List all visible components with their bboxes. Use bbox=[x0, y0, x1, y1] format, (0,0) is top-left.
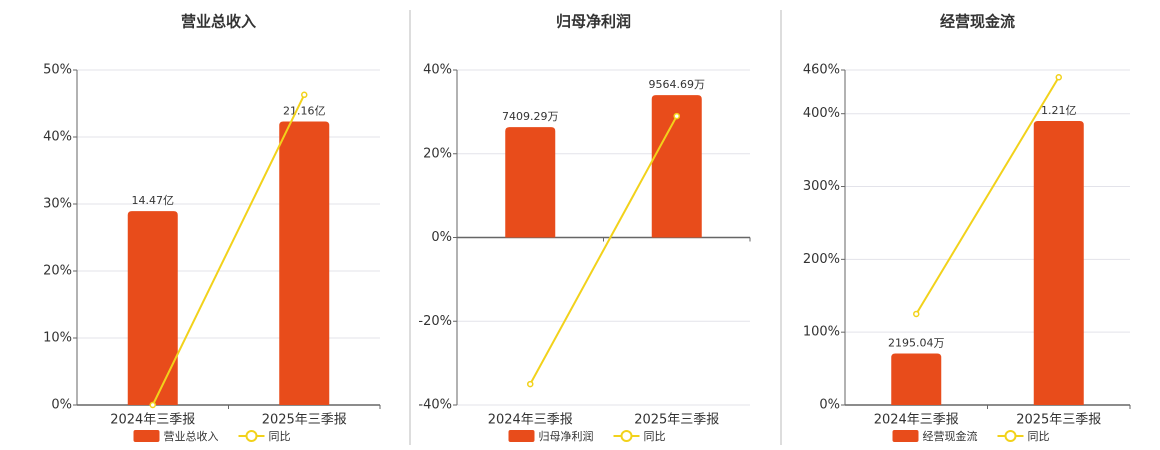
x-tick-label: 2025年三季报 bbox=[262, 413, 347, 428]
value-label: 21.16亿 bbox=[283, 104, 326, 117]
y-tick-label: 20% bbox=[43, 264, 72, 279]
y-tick-label: -40% bbox=[418, 398, 452, 413]
value-label: 9564.69万 bbox=[649, 78, 706, 91]
line bbox=[915, 76, 1060, 315]
y-tick-label: 0% bbox=[431, 230, 452, 245]
legend-swatch bbox=[508, 430, 535, 442]
legend-label: 归母净利润 bbox=[539, 429, 594, 443]
x-tick-label: 2025年三季报 bbox=[1016, 413, 1101, 428]
line bbox=[529, 115, 678, 385]
x-tick-label: 2024年三季报 bbox=[488, 413, 573, 428]
y-tick-label: 10% bbox=[43, 331, 72, 346]
legend-label: 营业总收入 bbox=[164, 429, 219, 443]
bar bbox=[505, 127, 556, 238]
y-tick-label: -20% bbox=[418, 314, 452, 329]
y-tick-label: 20% bbox=[423, 146, 452, 161]
legend-label: 同比 bbox=[269, 430, 291, 443]
bar bbox=[127, 211, 178, 405]
point bbox=[1055, 74, 1062, 81]
legend-label: 同比 bbox=[1028, 430, 1050, 443]
bar bbox=[651, 95, 702, 238]
value-label: 14.47亿 bbox=[132, 194, 175, 207]
y-tick-label: 50% bbox=[43, 63, 72, 78]
point bbox=[527, 380, 534, 388]
y-tick-label: 40% bbox=[43, 130, 72, 145]
legend-marker bbox=[620, 430, 633, 442]
legend-label: 经营现金流 bbox=[923, 429, 978, 443]
y-tick-label: 100% bbox=[803, 325, 840, 340]
chart-title: 营业总收入 bbox=[181, 13, 256, 31]
value-label: 7409.29万 bbox=[502, 110, 559, 123]
y-tick-label: 0% bbox=[819, 398, 840, 413]
x-tick-label: 2024年三季报 bbox=[110, 413, 195, 428]
value-label: 1.21亿 bbox=[1041, 104, 1077, 117]
bar bbox=[1033, 120, 1084, 405]
y-tick-label: 200% bbox=[803, 252, 840, 267]
y-tick-label: 30% bbox=[43, 197, 72, 212]
point bbox=[149, 401, 156, 409]
x-tick-label: 2024年三季报 bbox=[874, 413, 959, 428]
value-label: 2195.04万 bbox=[888, 336, 945, 349]
x-tick-label: 2025年三季报 bbox=[634, 413, 719, 428]
y-tick-label: 40% bbox=[423, 63, 452, 78]
legend-label: 同比 bbox=[644, 430, 666, 443]
bar bbox=[891, 353, 942, 405]
legend-marker bbox=[1004, 430, 1017, 442]
y-tick-label: 460% bbox=[803, 63, 840, 78]
bar bbox=[279, 121, 330, 406]
legend-swatch bbox=[892, 430, 919, 442]
y-tick-label: 400% bbox=[803, 106, 840, 121]
point bbox=[301, 91, 308, 99]
point bbox=[673, 112, 680, 120]
line bbox=[151, 94, 306, 406]
y-tick-label: 0% bbox=[51, 398, 72, 413]
legend-swatch bbox=[133, 430, 160, 442]
legend-marker bbox=[245, 430, 258, 442]
point bbox=[913, 310, 920, 318]
y-tick-label: 300% bbox=[803, 179, 840, 194]
chart-title: 归母净利润 bbox=[556, 13, 631, 31]
chart-title: 经营现金流 bbox=[940, 13, 1015, 31]
